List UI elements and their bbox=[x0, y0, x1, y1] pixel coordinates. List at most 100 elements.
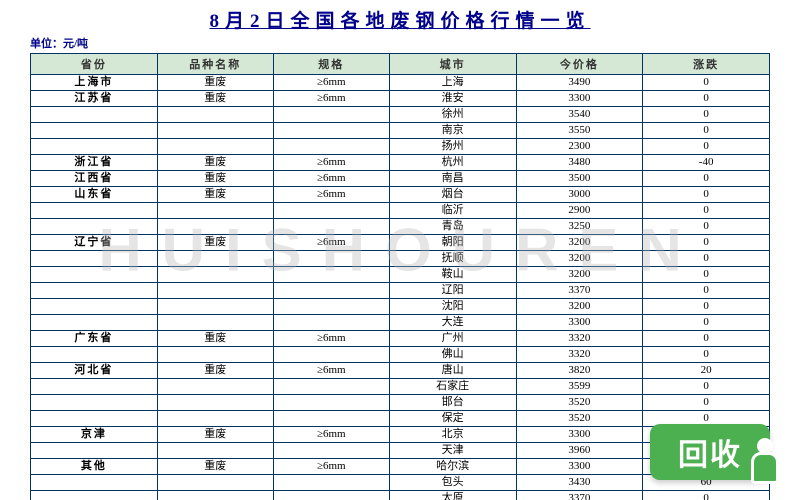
cell-city: 徐州 bbox=[389, 107, 516, 123]
cell-type: 重废 bbox=[157, 171, 273, 187]
cell-type: 重废 bbox=[157, 155, 273, 171]
col-price: 今价格 bbox=[516, 54, 643, 75]
cell-chg: 0 bbox=[643, 491, 770, 500]
cell-prov bbox=[31, 379, 158, 395]
cell-price: 3820 bbox=[516, 363, 643, 379]
cell-price: 3000 bbox=[516, 187, 643, 203]
table-row: 抚顺32000 bbox=[31, 251, 770, 267]
cell-price: 3200 bbox=[516, 235, 643, 251]
cell-city: 抚顺 bbox=[389, 251, 516, 267]
cell-type bbox=[157, 395, 273, 411]
cell-price: 3250 bbox=[516, 219, 643, 235]
cell-chg: 0 bbox=[643, 379, 770, 395]
table-header-row: 省份 品种名称 规格 城市 今价格 涨跌 bbox=[31, 54, 770, 75]
cell-price: 3200 bbox=[516, 267, 643, 283]
cell-prov bbox=[31, 411, 158, 427]
cell-city: 唐山 bbox=[389, 363, 516, 379]
table-row: 浙江省重废≥6mm杭州3480-40 bbox=[31, 155, 770, 171]
cell-chg: 0 bbox=[643, 91, 770, 107]
cell-prov bbox=[31, 395, 158, 411]
cell-type: 重废 bbox=[157, 427, 273, 443]
cell-spec bbox=[273, 107, 389, 123]
cell-type bbox=[157, 411, 273, 427]
table-row: 辽宁省重废≥6mm朝阳32000 bbox=[31, 235, 770, 251]
person-icon bbox=[750, 438, 780, 486]
cell-prov bbox=[31, 347, 158, 363]
cell-spec bbox=[273, 299, 389, 315]
cell-prov bbox=[31, 315, 158, 331]
cell-chg: 0 bbox=[643, 203, 770, 219]
cell-type: 重废 bbox=[157, 331, 273, 347]
cell-spec: ≥6mm bbox=[273, 363, 389, 379]
cell-price: 3300 bbox=[516, 315, 643, 331]
cell-type bbox=[157, 475, 273, 491]
cell-city: 北京 bbox=[389, 427, 516, 443]
cell-city: 朝阳 bbox=[389, 235, 516, 251]
table-row: 徐州35400 bbox=[31, 107, 770, 123]
cell-city: 天津 bbox=[389, 443, 516, 459]
cell-chg: 0 bbox=[643, 315, 770, 331]
cell-type bbox=[157, 219, 273, 235]
cell-chg: 0 bbox=[643, 299, 770, 315]
cell-price: 3320 bbox=[516, 331, 643, 347]
cell-prov bbox=[31, 299, 158, 315]
cell-spec bbox=[273, 267, 389, 283]
cell-spec: ≥6mm bbox=[273, 155, 389, 171]
col-city: 城市 bbox=[389, 54, 516, 75]
cell-prov bbox=[31, 219, 158, 235]
cell-type bbox=[157, 139, 273, 155]
cell-prov: 辽宁省 bbox=[31, 235, 158, 251]
cell-type bbox=[157, 283, 273, 299]
cell-spec bbox=[273, 475, 389, 491]
cell-city: 杭州 bbox=[389, 155, 516, 171]
cell-prov bbox=[31, 475, 158, 491]
table-row: 青岛32500 bbox=[31, 219, 770, 235]
cell-price: 2300 bbox=[516, 139, 643, 155]
table-row: 江苏省重废≥6mm淮安33000 bbox=[31, 91, 770, 107]
table-row: 山东省重废≥6mm烟台30000 bbox=[31, 187, 770, 203]
cell-chg: 0 bbox=[643, 331, 770, 347]
table-row: 江西省重废≥6mm南昌35000 bbox=[31, 171, 770, 187]
cell-city: 沈阳 bbox=[389, 299, 516, 315]
table-row: 上海市重废≥6mm上海34900 bbox=[31, 75, 770, 91]
cell-price: 3520 bbox=[516, 395, 643, 411]
cell-price: 3599 bbox=[516, 379, 643, 395]
cell-spec bbox=[273, 491, 389, 500]
cell-city: 临沂 bbox=[389, 203, 516, 219]
cell-price: 3550 bbox=[516, 123, 643, 139]
cell-city: 哈尔滨 bbox=[389, 459, 516, 475]
cell-type: 重废 bbox=[157, 459, 273, 475]
table-row: 广东省重废≥6mm广州33200 bbox=[31, 331, 770, 347]
cell-spec bbox=[273, 139, 389, 155]
cell-prov bbox=[31, 107, 158, 123]
cell-spec: ≥6mm bbox=[273, 459, 389, 475]
cell-type bbox=[157, 251, 273, 267]
cell-city: 上海 bbox=[389, 75, 516, 91]
table-row: 鞍山32000 bbox=[31, 267, 770, 283]
cell-prov: 江西省 bbox=[31, 171, 158, 187]
cell-price: 2900 bbox=[516, 203, 643, 219]
table-row: 南京35500 bbox=[31, 123, 770, 139]
cell-price: 3370 bbox=[516, 491, 643, 500]
cell-chg: 20 bbox=[643, 363, 770, 379]
cell-prov: 上海市 bbox=[31, 75, 158, 91]
table-row: 扬州23000 bbox=[31, 139, 770, 155]
cell-type bbox=[157, 107, 273, 123]
cell-city: 烟台 bbox=[389, 187, 516, 203]
cell-price: 3320 bbox=[516, 347, 643, 363]
cell-chg: 0 bbox=[643, 283, 770, 299]
cell-price: 3300 bbox=[516, 427, 643, 443]
cell-prov: 江苏省 bbox=[31, 91, 158, 107]
cell-prov bbox=[31, 491, 158, 500]
cell-spec bbox=[273, 315, 389, 331]
cell-price: 3370 bbox=[516, 283, 643, 299]
cell-chg: 0 bbox=[643, 139, 770, 155]
cell-spec bbox=[273, 347, 389, 363]
cell-city: 石家庄 bbox=[389, 379, 516, 395]
cell-spec bbox=[273, 395, 389, 411]
cell-chg: 0 bbox=[643, 123, 770, 139]
logo-badge: 回收 bbox=[650, 424, 770, 480]
cell-city: 包头 bbox=[389, 475, 516, 491]
cell-chg: 0 bbox=[643, 235, 770, 251]
cell-prov: 其他 bbox=[31, 459, 158, 475]
